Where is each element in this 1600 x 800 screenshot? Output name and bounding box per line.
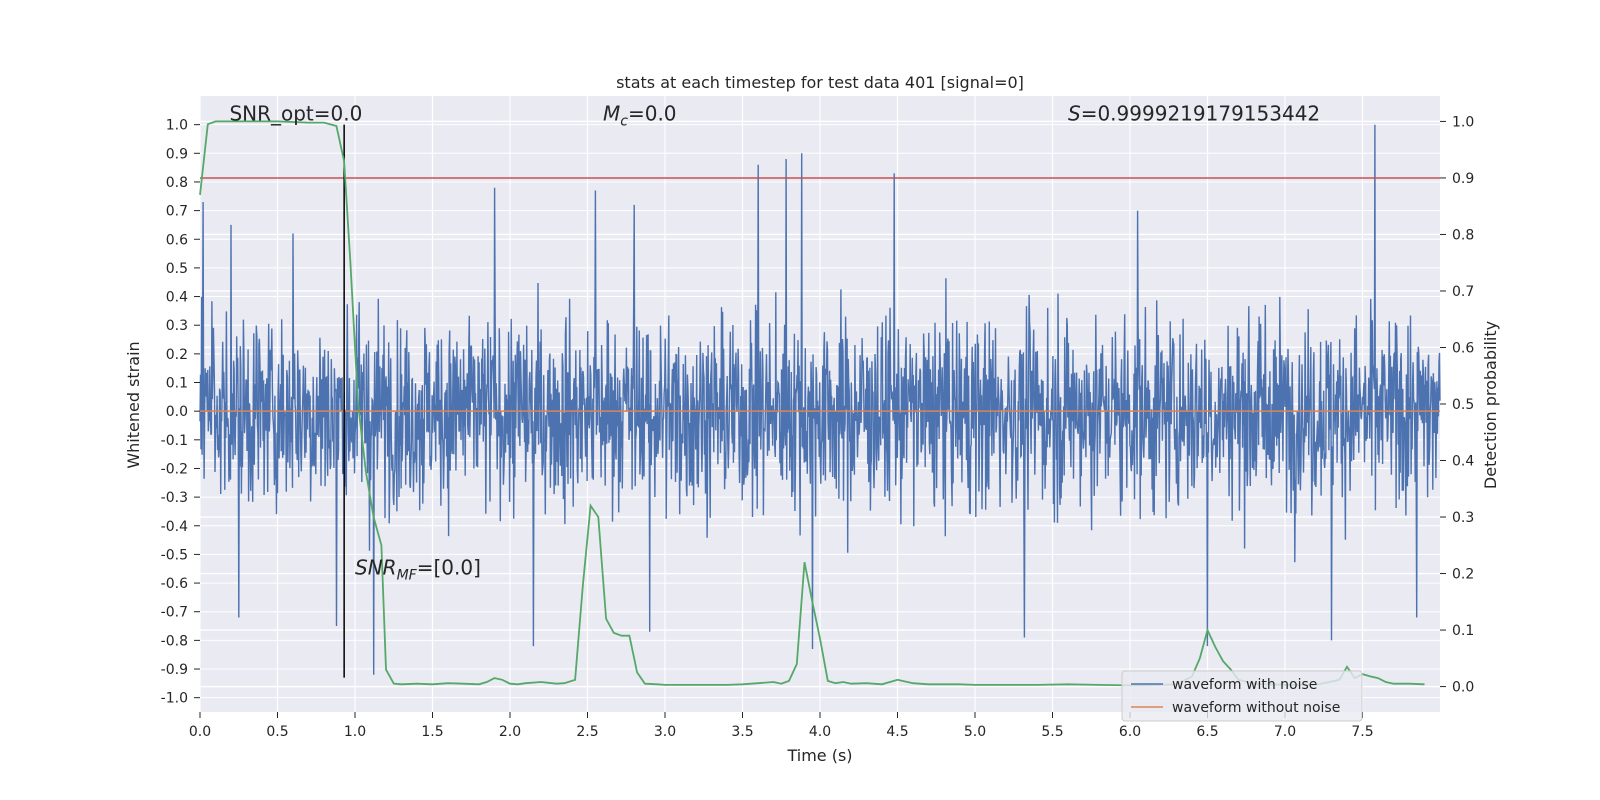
y2-axis-title: Detection probability — [1481, 321, 1500, 489]
y-tick-label: 0.8 — [166, 175, 188, 191]
x-tick-label: 3.5 — [731, 724, 753, 740]
y-tick-label: 0.0 — [166, 404, 188, 420]
y-axis-title: Whitened strain — [124, 341, 143, 468]
legend-label-clean: waveform without noise — [1172, 700, 1340, 716]
y-tick-label: -0.1 — [161, 433, 188, 449]
y-tick-label: -0.6 — [161, 576, 188, 592]
x-tick-label: 3.0 — [654, 724, 676, 740]
x-tick-label: 7.5 — [1351, 724, 1373, 740]
chart-title: stats at each timestep for test data 401… — [616, 73, 1024, 92]
y2-tick-label: 0.7 — [1452, 284, 1474, 300]
x-tick-label: 6.0 — [1119, 724, 1141, 740]
legend: waveform with noise waveform without noi… — [1121, 670, 1363, 722]
y-tick-label: 0.2 — [166, 347, 188, 363]
y-tick-label: -0.7 — [161, 605, 188, 621]
y-tick-label: 0.9 — [166, 146, 188, 162]
line-layer — [199, 120, 1440, 687]
x-tick-label: 0.5 — [266, 724, 288, 740]
y-tick-label: 0.7 — [166, 204, 188, 220]
y2-tick-label: 0.6 — [1452, 340, 1474, 356]
x-tick-label: 4.5 — [886, 724, 908, 740]
x-tick-label: 4.0 — [809, 724, 831, 740]
x-axis-title: Time (s) — [786, 746, 852, 765]
y-tick-label: 0.4 — [166, 290, 188, 306]
y-tick-label: 0.3 — [166, 318, 188, 334]
x-tick-label: 5.5 — [1041, 724, 1063, 740]
x-tick-label: 2.0 — [499, 724, 521, 740]
y-tick-label: 0.1 — [166, 376, 188, 392]
annotation-0: SNR_opt=0.0 — [229, 101, 362, 125]
y-tick-label: -1.0 — [161, 691, 188, 707]
x-tick-label: 0.0 — [189, 724, 211, 740]
axes: 1.0 0.9 0.8 0.7 0.6 0.5 0.4 0.3 0.2 0.1 0.0 -0.1 -0.… — [161, 114, 1475, 740]
legend-box — [1121, 670, 1363, 722]
y2-tick-label: 1.0 — [1452, 114, 1474, 130]
x-tick-label: 5.0 — [964, 724, 986, 740]
x-tick-label: 7.0 — [1274, 724, 1296, 740]
annotation-2: S=0.9999219179153442 — [1068, 101, 1320, 125]
x-tick-label: 6.5 — [1196, 724, 1218, 740]
annotation-1: Mc=0.0 — [603, 101, 677, 129]
y2-tick-label: 0.0 — [1452, 680, 1474, 696]
series-line-noise — [199, 124, 1441, 675]
annotations: SNR_opt=0.0 Mc=0.0 S=0.9999219179153442 SNR… — [229, 101, 1320, 583]
y-tick-label: -0.9 — [161, 662, 188, 678]
y-tick-label: 0.6 — [166, 232, 188, 248]
x-tick-label: 2.5 — [576, 724, 598, 740]
series-waveform-with-noise — [199, 124, 1441, 675]
series-line-probability — [199, 120, 1425, 687]
annotation-3: SNRMF=[0.0] — [355, 555, 481, 583]
y-tick-label: -0.4 — [161, 519, 188, 535]
y2-tick-label: 0.1 — [1452, 623, 1474, 639]
y2-tick-label: 0.5 — [1452, 397, 1474, 413]
y2-tick-label: 0.8 — [1452, 227, 1474, 243]
y2-tick-label: 0.9 — [1452, 171, 1474, 187]
y-tick-label: -0.5 — [161, 547, 188, 563]
x-tick-label: 1.0 — [344, 724, 366, 740]
y-tick-label: -0.3 — [161, 490, 188, 506]
y2-tick-label: 0.2 — [1452, 567, 1474, 583]
y-tick-label: -0.2 — [161, 461, 188, 477]
y2-tick-label: 0.4 — [1452, 454, 1474, 470]
y2-tick-label: 0.3 — [1452, 510, 1474, 526]
y-tick-label: -0.8 — [161, 633, 188, 649]
legend-label-noise: waveform with noise — [1172, 677, 1317, 693]
x-tick-label: 1.5 — [421, 724, 443, 740]
y-tick-label: 0.5 — [166, 261, 188, 277]
y-tick-label: 1.0 — [166, 118, 188, 134]
